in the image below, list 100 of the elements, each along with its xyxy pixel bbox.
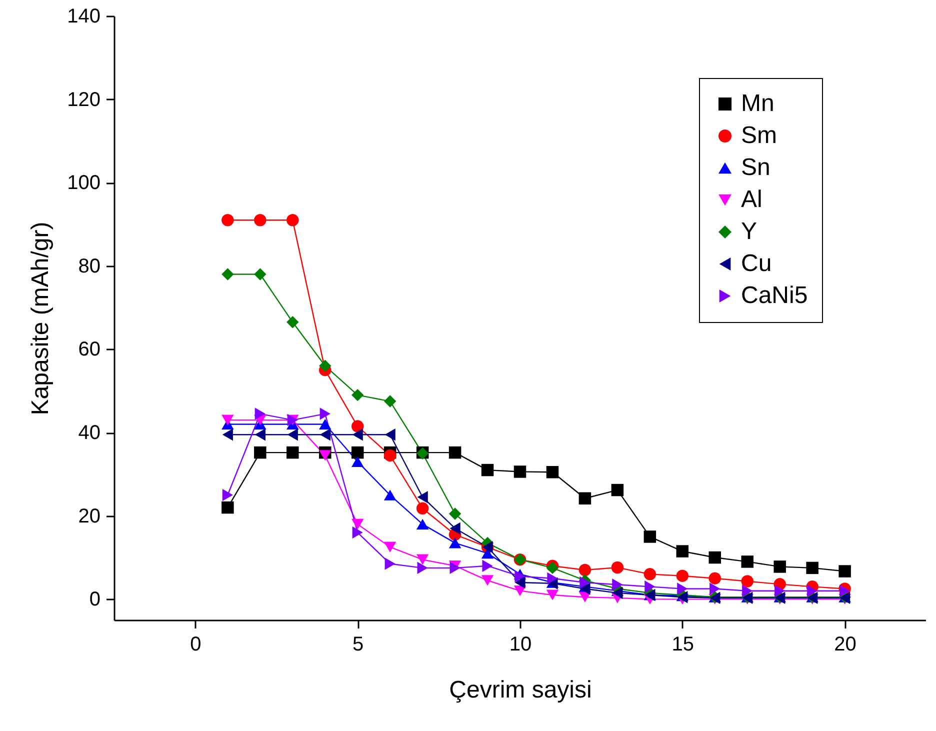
point xyxy=(254,408,266,420)
y-tick-label: 100 xyxy=(67,172,100,194)
y-tick-label: 80 xyxy=(78,255,100,278)
point xyxy=(546,466,559,478)
point xyxy=(644,568,656,580)
point xyxy=(774,584,786,597)
y-tick-label: 20 xyxy=(78,505,100,528)
point xyxy=(448,508,462,520)
point xyxy=(318,360,332,372)
point xyxy=(741,556,754,568)
point xyxy=(352,526,363,539)
point xyxy=(514,570,526,582)
point xyxy=(708,551,722,564)
point xyxy=(546,590,559,600)
x-tick-label: 15 xyxy=(672,634,694,656)
point xyxy=(286,214,299,226)
point xyxy=(514,466,526,478)
point xyxy=(384,449,396,462)
legend-label: Mn xyxy=(741,90,774,117)
point xyxy=(807,584,818,597)
point xyxy=(448,446,462,459)
point xyxy=(546,562,559,574)
point xyxy=(254,268,266,280)
x-tick-label: 20 xyxy=(834,634,856,656)
point xyxy=(417,490,428,504)
point xyxy=(742,584,753,597)
point xyxy=(222,428,233,441)
point xyxy=(384,490,396,500)
point xyxy=(254,214,266,226)
point xyxy=(741,575,754,588)
x-tick-label: 10 xyxy=(509,634,532,656)
point xyxy=(351,456,364,468)
point xyxy=(318,450,332,461)
point xyxy=(351,446,364,459)
point xyxy=(450,562,460,574)
point xyxy=(611,561,624,574)
y-axis-title: Kapasite (mAh/gr) xyxy=(27,222,54,416)
point xyxy=(644,580,656,593)
point xyxy=(611,484,624,496)
point xyxy=(351,518,364,530)
point xyxy=(481,548,494,559)
point xyxy=(222,488,233,502)
y-tick-label: 140 xyxy=(67,6,100,28)
point xyxy=(547,572,558,584)
point xyxy=(416,518,429,530)
point xyxy=(384,542,396,552)
point xyxy=(416,502,429,514)
point xyxy=(448,538,462,548)
point xyxy=(482,560,493,572)
point xyxy=(481,464,494,476)
point xyxy=(416,554,429,565)
x-axis-title: Çevrim sayisi xyxy=(449,676,592,704)
point xyxy=(222,414,234,426)
legend-label: Cu xyxy=(741,250,772,277)
legend-label: CaNi5 xyxy=(741,282,808,309)
point xyxy=(384,395,396,408)
point xyxy=(514,576,526,589)
point xyxy=(222,501,234,514)
point xyxy=(578,564,592,576)
y-tick-label: 0 xyxy=(89,588,100,611)
point xyxy=(384,558,396,570)
point xyxy=(838,565,851,578)
point xyxy=(222,214,234,226)
point xyxy=(612,578,623,591)
y-tick-label: 60 xyxy=(78,338,100,361)
legend-label: Sn xyxy=(741,154,770,181)
point xyxy=(254,446,266,459)
point xyxy=(578,492,592,504)
point xyxy=(320,408,330,420)
x-tick-label: 0 xyxy=(190,634,202,656)
point xyxy=(417,562,428,574)
point xyxy=(318,418,332,430)
point xyxy=(677,582,688,595)
y-tick-label: 40 xyxy=(78,422,100,444)
point xyxy=(287,428,298,441)
legend-label: Al xyxy=(741,186,762,213)
point xyxy=(222,268,234,280)
point xyxy=(580,582,590,595)
point xyxy=(676,545,689,558)
point xyxy=(774,560,786,573)
point xyxy=(384,428,396,441)
point xyxy=(351,388,364,402)
point xyxy=(644,530,656,543)
point xyxy=(710,582,720,595)
point xyxy=(351,420,364,432)
point xyxy=(450,522,460,534)
y-tick-label: 120 xyxy=(67,88,100,111)
point xyxy=(286,316,299,328)
point xyxy=(806,562,818,574)
x-tick-label: 5 xyxy=(352,634,364,656)
point xyxy=(286,446,299,459)
point xyxy=(320,428,330,441)
legend-label: Sm xyxy=(741,122,777,149)
point xyxy=(481,575,494,586)
legend-label: Y xyxy=(741,218,758,245)
point xyxy=(612,586,623,600)
point xyxy=(676,570,689,582)
point xyxy=(708,572,722,584)
point xyxy=(352,428,363,441)
point xyxy=(254,428,266,441)
